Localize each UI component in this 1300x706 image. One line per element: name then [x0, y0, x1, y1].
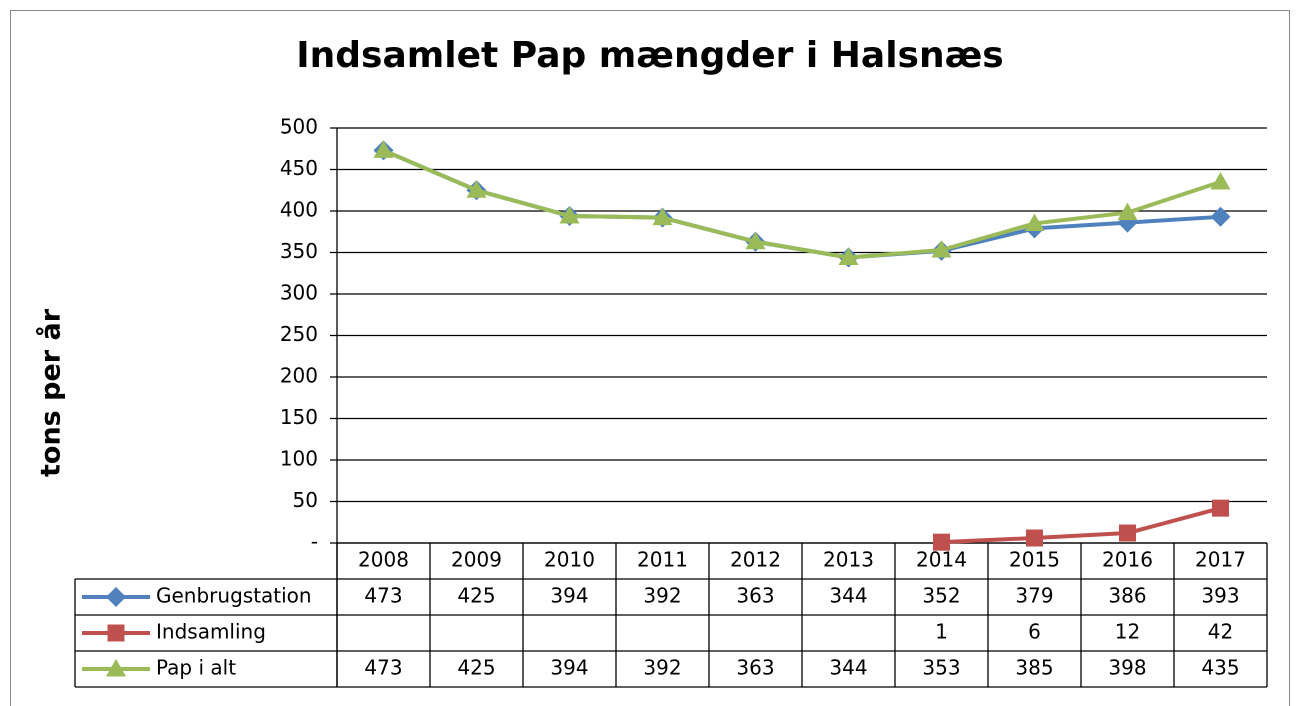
table-value: 392	[643, 656, 681, 680]
table-value: 363	[736, 584, 774, 608]
marker	[373, 140, 394, 158]
y-tick-label: 350	[280, 239, 318, 263]
table-value: 425	[457, 584, 495, 608]
marker	[559, 205, 580, 224]
x-tick-label: 2016	[1102, 548, 1153, 572]
y-tick-label: 250	[280, 322, 318, 346]
table-value: 394	[550, 584, 588, 608]
series-line	[382, 148, 1222, 260]
x-tick-label: 2012	[730, 548, 781, 572]
marker	[1119, 524, 1136, 542]
marker	[106, 659, 126, 677]
table-value: 425	[457, 656, 495, 680]
chart-frame	[10, 10, 1290, 706]
table-value: 392	[643, 584, 681, 608]
table-value: 42	[1208, 620, 1233, 644]
legend-label: Genbrugstation	[156, 584, 312, 608]
x-tick-label: 2008	[358, 548, 409, 572]
y-tick-label: 450	[280, 156, 318, 180]
table-value: 394	[550, 656, 588, 680]
chart-title: Indsamlet Pap mængder i Halsnæs	[296, 35, 1003, 76]
table-value: 353	[922, 656, 960, 680]
x-tick-label: 2013	[823, 548, 874, 572]
marker	[1212, 499, 1229, 517]
marker	[745, 231, 766, 250]
y-tick-label: 50	[293, 488, 318, 512]
x-tick-label: 2011	[637, 548, 688, 572]
y-tick-label: 100	[280, 447, 318, 471]
marker	[107, 624, 125, 642]
table-value: 473	[364, 656, 402, 680]
y-axis-label: tons per år	[35, 308, 67, 477]
table-value: 473	[364, 584, 402, 608]
table-value: 344	[829, 584, 867, 608]
x-tick-label: 2017	[1195, 548, 1246, 572]
x-tick-label: 2010	[544, 548, 595, 572]
y-tick-label: 150	[280, 405, 318, 429]
marker	[933, 533, 950, 551]
x-tick-label: 2015	[1009, 548, 1060, 572]
marker	[1024, 213, 1045, 231]
x-tick-label: 2014	[916, 548, 967, 572]
marker	[931, 240, 952, 258]
table-value: 6	[1028, 620, 1041, 644]
table-value: 352	[922, 584, 960, 608]
series-line	[941, 506, 1222, 545]
marker	[838, 247, 859, 265]
table-value: 393	[1201, 584, 1239, 608]
y-tick-label: 500	[280, 115, 318, 139]
table-value: 1	[935, 620, 948, 644]
x-tick-label: 2009	[451, 548, 502, 572]
y-tick-label: -	[311, 530, 318, 554]
legend-label: Indsamling	[156, 620, 266, 644]
marker	[466, 180, 487, 198]
y-tick-label: 300	[280, 281, 318, 305]
marker	[1117, 202, 1138, 221]
marker	[1210, 171, 1231, 190]
legend-label: Pap i alt	[156, 656, 236, 680]
marker	[106, 587, 126, 607]
y-tick-label: 200	[280, 364, 318, 388]
y-tick-label: 400	[280, 198, 318, 222]
table-value: 379	[1015, 584, 1053, 608]
table-value: 344	[829, 656, 867, 680]
table-value: 385	[1015, 656, 1053, 680]
marker	[1210, 206, 1231, 227]
table-value: 398	[1108, 656, 1146, 680]
table-value: 12	[1115, 620, 1140, 644]
table-value: 363	[736, 656, 774, 680]
table-value: 435	[1201, 656, 1239, 680]
marker	[652, 207, 673, 226]
table-value: 386	[1108, 584, 1146, 608]
marker	[1026, 529, 1043, 547]
